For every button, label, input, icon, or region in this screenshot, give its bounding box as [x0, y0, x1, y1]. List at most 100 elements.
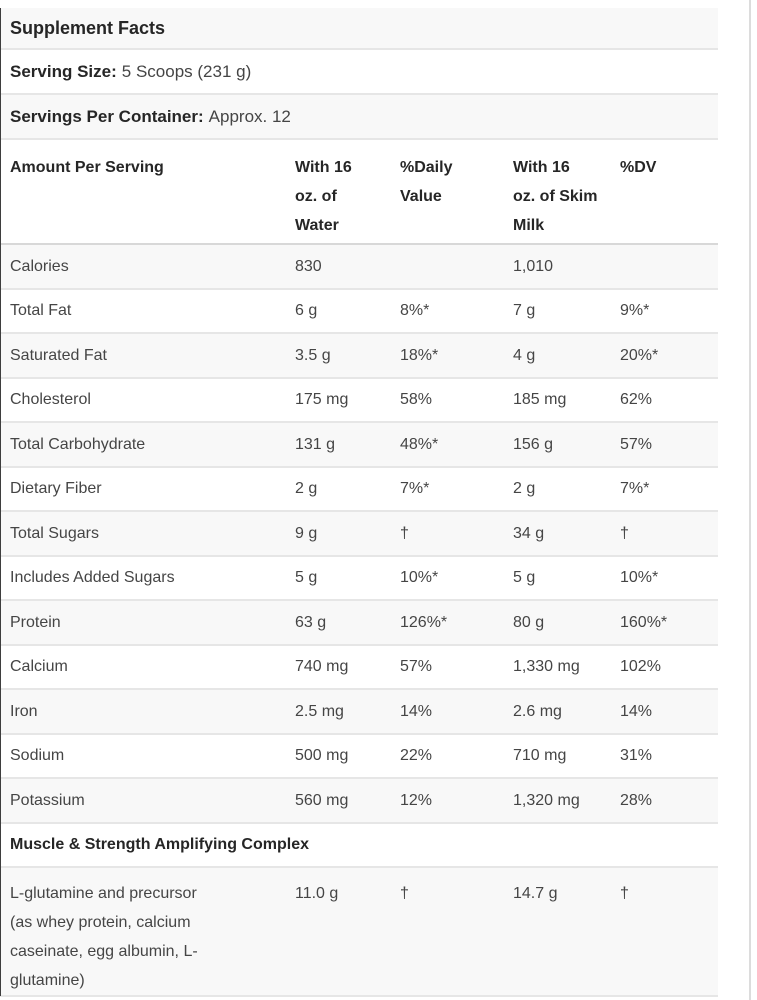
- complex-rows: L-glutamine and precursor (as whey protei…: [0, 867, 718, 997]
- milk-dv-cell: 102%: [620, 658, 661, 676]
- servings-per-container-row: Servings Per Container: Approx. 12: [0, 95, 718, 140]
- nutrient-name-cell: Total Carbohydrate: [10, 435, 146, 453]
- column-header-cell: %DV: [620, 159, 657, 176]
- table-row: L-glutamine and precursor (as whey protei…: [0, 867, 718, 997]
- column-header-cell: With 16 oz. of Water: [295, 159, 352, 234]
- milk-amount-cell: 5 g: [513, 569, 536, 587]
- water-dv-cell: 48%*: [400, 435, 439, 453]
- nutrient-name-cell: L-glutamine and precursor (as whey protei…: [10, 884, 198, 989]
- milk-amount-cell: 710 mg: [513, 747, 567, 765]
- milk-amount-cell: 1,330 mg: [513, 658, 580, 676]
- table-row: Total Fat 6 g 8%* 7 g 9%*: [0, 290, 718, 334]
- water-dv-cell: 22%: [400, 747, 433, 765]
- nutrient-name-cell: Protein: [10, 613, 61, 631]
- milk-amount-cell: 80 g: [513, 613, 545, 631]
- table-row: Total Carbohydrate 131 g 48%* 156 g 57%: [0, 423, 718, 468]
- table-row: Cholesterol 175 mg 58% 185 mg 62%: [0, 379, 718, 423]
- milk-dv-cell: 31%: [620, 747, 653, 765]
- serving-size-label: Serving Size:: [10, 61, 117, 81]
- water-amount-cell: 6 g: [295, 302, 318, 320]
- table-row: Calcium 740 mg 57% 1,330 mg 102%: [0, 646, 718, 690]
- water-amount-cell: 63 g: [295, 613, 327, 631]
- water-dv-cell: 126%*: [400, 613, 448, 631]
- water-amount-cell: 5 g: [295, 569, 318, 587]
- milk-amount-cell: 156 g: [513, 435, 554, 453]
- column-header-cell: With 16 oz. of Skim Milk: [513, 159, 598, 234]
- nutrient-name-cell: Calories: [10, 257, 69, 275]
- water-amount-cell: 3.5 g: [295, 346, 331, 364]
- nutrient-name-cell: Includes Added Sugars: [10, 569, 175, 587]
- nutrient-name-cell: Potassium: [10, 791, 85, 809]
- milk-amount-cell: 185 mg: [513, 391, 567, 409]
- water-amount-cell: 131 g: [295, 435, 336, 453]
- nutrient-name-cell: Total Fat: [10, 302, 72, 320]
- nutrient-name-cell: Sodium: [10, 747, 65, 765]
- table-row: Includes Added Sugars 5 g 10%* 5 g 10%*: [0, 557, 718, 601]
- nutrient-name-cell: Iron: [10, 702, 38, 720]
- water-dv-cell: 8%*: [400, 302, 430, 320]
- nutrient-name-cell: Total Sugars: [10, 524, 99, 542]
- milk-amount-cell: 14.7 g: [513, 884, 558, 902]
- column-header-cell: %Daily Value: [400, 159, 453, 205]
- milk-dv-cell: †: [620, 524, 629, 542]
- water-dv-cell: †: [400, 884, 409, 902]
- servings-per-container-label: Servings Per Container:: [10, 106, 204, 126]
- table-row: Total Sugars 9 g † 34 g †: [0, 512, 718, 557]
- table-row: Sodium 500 mg 22% 710 mg 31%: [0, 735, 718, 779]
- milk-dv-cell: 7%*: [620, 480, 650, 498]
- milk-amount-cell: 2 g: [513, 480, 536, 498]
- page-right-divider: [749, 0, 751, 1000]
- table-row: Potassium 560 mg 12% 1,320 mg 28%: [0, 779, 718, 824]
- milk-amount-cell: 7 g: [513, 302, 536, 320]
- milk-amount-cell: 1,010: [513, 257, 554, 275]
- milk-dv-cell: 160%*: [620, 613, 668, 631]
- water-amount-cell: 560 mg: [295, 791, 349, 809]
- water-dv-cell: 7%*: [400, 480, 430, 498]
- table-title-row: Supplement Facts: [0, 8, 718, 50]
- milk-dv-cell: 10%*: [620, 569, 659, 587]
- milk-dv-cell: †: [620, 884, 629, 902]
- table-row: Calories 830 1,010: [0, 245, 718, 290]
- water-amount-cell: 2.5 mg: [295, 702, 344, 720]
- table-row: Dietary Fiber 2 g 7%* 2 g 7%*: [0, 468, 718, 512]
- milk-dv-cell: 14%: [620, 702, 653, 720]
- water-amount-cell: 830: [295, 257, 322, 275]
- column-header-cell: Amount Per Serving: [10, 159, 164, 176]
- water-dv-cell: 14%: [400, 702, 433, 720]
- water-amount-cell: 11.0 g: [295, 884, 339, 902]
- table-row: Iron 2.5 mg 14% 2.6 mg 14%: [0, 690, 718, 735]
- table-header-row: Amount Per Serving With 16 oz. of Water %Dai…: [0, 140, 718, 245]
- water-dv-cell: †: [400, 524, 409, 542]
- milk-amount-cell: 34 g: [513, 524, 545, 542]
- water-amount-cell: 500 mg: [295, 747, 349, 765]
- nutrient-name-cell: Saturated Fat: [10, 346, 107, 364]
- milk-dv-cell: 20%*: [620, 346, 659, 364]
- section-header-row: Muscle & Strength Amplifying Complex: [0, 824, 718, 868]
- water-dv-cell: 10%*: [400, 569, 439, 587]
- water-amount-cell: 740 mg: [295, 658, 349, 676]
- panel-left-border: [0, 8, 1, 996]
- milk-dv-cell: 9%*: [620, 302, 650, 320]
- milk-amount-cell: 1,320 mg: [513, 791, 580, 809]
- nutrient-name-cell: Cholesterol: [10, 391, 91, 409]
- table-row: Protein 63 g 126%* 80 g 160%*: [0, 601, 718, 646]
- milk-dv-cell: 62%: [620, 391, 653, 409]
- nutrient-name-cell: Calcium: [10, 658, 68, 676]
- supplement-facts-table: Supplement Facts Serving Size: 5 Scoops …: [0, 8, 718, 997]
- water-amount-cell: 2 g: [295, 480, 318, 498]
- water-dv-cell: 12%: [400, 791, 433, 809]
- servings-per-container-value: Approx. 12: [208, 106, 291, 126]
- water-dv-cell: 57%: [400, 658, 433, 676]
- water-dv-cell: 18%*: [400, 346, 439, 364]
- section-header: Muscle & Strength Amplifying Complex: [10, 835, 309, 853]
- serving-size-row: Serving Size: 5 Scoops (231 g): [0, 50, 718, 95]
- nutrient-rows: Calories 830 1,010 Total Fat 6 g 8%* 7 g 9%* Sat…: [0, 245, 718, 824]
- table-row: Saturated Fat 3.5 g 18%* 4 g 20%*: [0, 334, 718, 379]
- water-amount-cell: 9 g: [295, 524, 318, 542]
- nutrient-name-cell: Dietary Fiber: [10, 480, 102, 498]
- milk-amount-cell: 2.6 mg: [513, 702, 562, 720]
- milk-dv-cell: 57%: [620, 435, 653, 453]
- panel-title: Supplement Facts: [10, 17, 166, 38]
- milk-dv-cell: 28%: [620, 791, 653, 809]
